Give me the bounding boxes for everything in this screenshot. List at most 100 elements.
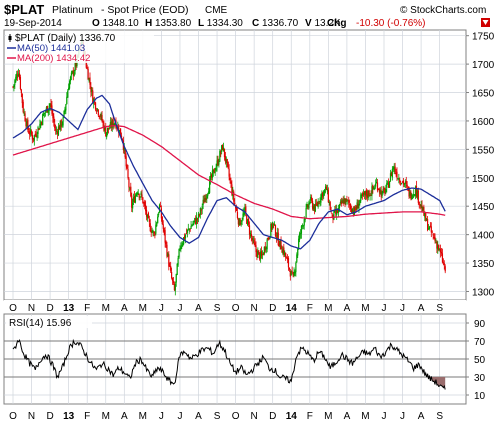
instrument-subtitle: - Spot Price (EOD) — [101, 4, 189, 16]
quote-date: 19-Sep-2014 — [4, 18, 62, 29]
candle-body — [314, 204, 316, 212]
candle-body — [15, 76, 17, 82]
candle-body — [178, 248, 180, 258]
candle-body — [438, 244, 440, 251]
rsi-line — [12, 338, 446, 390]
candle-body — [412, 194, 414, 199]
candle-body — [345, 198, 347, 204]
candle-body — [245, 206, 247, 214]
candle-body — [442, 262, 444, 264]
month-tick-label: J — [382, 303, 387, 314]
candle-body — [39, 123, 41, 129]
ohlc-row: O 1348.10 H 1353.80 L 1334.30 C 1336.70 V 13… — [92, 18, 341, 29]
candle-body — [50, 103, 52, 107]
month-tick-label: A — [344, 303, 351, 314]
candle-body — [409, 191, 411, 196]
chg-label: Chg — [327, 18, 346, 29]
candle-body — [141, 194, 143, 198]
candle-body — [201, 206, 203, 210]
candle-body — [44, 111, 47, 113]
candle-body — [309, 202, 311, 204]
candle-body — [444, 266, 446, 272]
candle-body — [228, 168, 230, 177]
candle-body — [61, 124, 63, 126]
candle-body — [396, 171, 398, 179]
candle-body — [105, 126, 107, 137]
candle-body — [341, 199, 343, 204]
month-tick-label: O — [9, 303, 17, 314]
candle-body — [357, 203, 359, 209]
candle-body — [138, 193, 140, 198]
candle-body — [311, 200, 314, 209]
candle-body — [75, 62, 77, 67]
candle-body — [371, 186, 373, 196]
candle-body — [393, 166, 395, 169]
candle-body — [298, 233, 301, 240]
month-tick-label: F — [307, 411, 313, 422]
candle-body — [107, 127, 109, 133]
month-tick-label: M — [102, 411, 110, 422]
candle-body — [65, 104, 67, 111]
legend-ma200: MA(200) 1434.42 — [17, 53, 90, 64]
candle-body — [190, 225, 192, 229]
month-tick-label: M — [361, 303, 369, 314]
candle-body — [399, 179, 401, 183]
candle-body — [145, 205, 147, 212]
candle-body — [252, 238, 254, 241]
candle-body — [109, 121, 111, 128]
candle-body — [173, 283, 175, 291]
candle-body — [234, 202, 236, 205]
candle-body — [426, 219, 429, 231]
candle-body — [319, 201, 321, 203]
candle-body — [42, 114, 44, 126]
candle-body — [29, 132, 31, 135]
month-tick-label: S — [214, 303, 221, 314]
month-tick-label: M — [324, 411, 332, 422]
candle-body — [24, 113, 26, 122]
candle-body — [131, 195, 133, 208]
candle-body — [154, 233, 156, 235]
candle-body — [67, 91, 69, 98]
candle-body — [377, 188, 380, 190]
candle-body — [421, 205, 423, 212]
candle-body — [107, 127, 110, 130]
candle-body — [403, 183, 406, 185]
candle-body — [104, 126, 106, 130]
candle-body — [207, 193, 209, 197]
candle-body — [372, 185, 374, 190]
candle-body — [260, 251, 263, 256]
candle-body — [210, 174, 213, 178]
month-tick-label: A — [344, 411, 351, 422]
price-axis: 1300 1350 1400 1450 1500 1550 1600 1650 1700 1750 — [466, 32, 495, 298]
candle-body — [142, 197, 144, 204]
candle-body — [235, 205, 237, 209]
candle-body — [320, 194, 322, 203]
candle-body — [361, 194, 363, 197]
candle-body — [149, 223, 151, 232]
candle-body — [155, 224, 157, 234]
candle-body — [368, 190, 370, 197]
candle-body — [422, 207, 424, 211]
candle-body — [362, 193, 364, 196]
candle-body — [376, 182, 379, 191]
candle-body — [273, 223, 275, 225]
candle-body — [271, 224, 273, 229]
candle-body — [28, 130, 30, 134]
candle-body — [183, 235, 186, 239]
candle-body — [136, 192, 138, 195]
candle-body — [151, 231, 153, 233]
candle-body — [159, 206, 162, 208]
candle-body — [408, 186, 410, 197]
candle-body — [381, 191, 383, 196]
candle-body — [162, 224, 164, 229]
candle-body — [340, 201, 342, 204]
candle-body — [147, 212, 150, 219]
candle-body — [100, 114, 102, 117]
price-tick-label: 1300 — [472, 287, 495, 298]
candle-body — [369, 195, 371, 197]
candle-body — [13, 84, 15, 87]
ohlc-l: L 1334.30 — [198, 18, 243, 29]
candle-body — [128, 178, 130, 188]
watermark: © StockCharts.com — [400, 5, 486, 16]
